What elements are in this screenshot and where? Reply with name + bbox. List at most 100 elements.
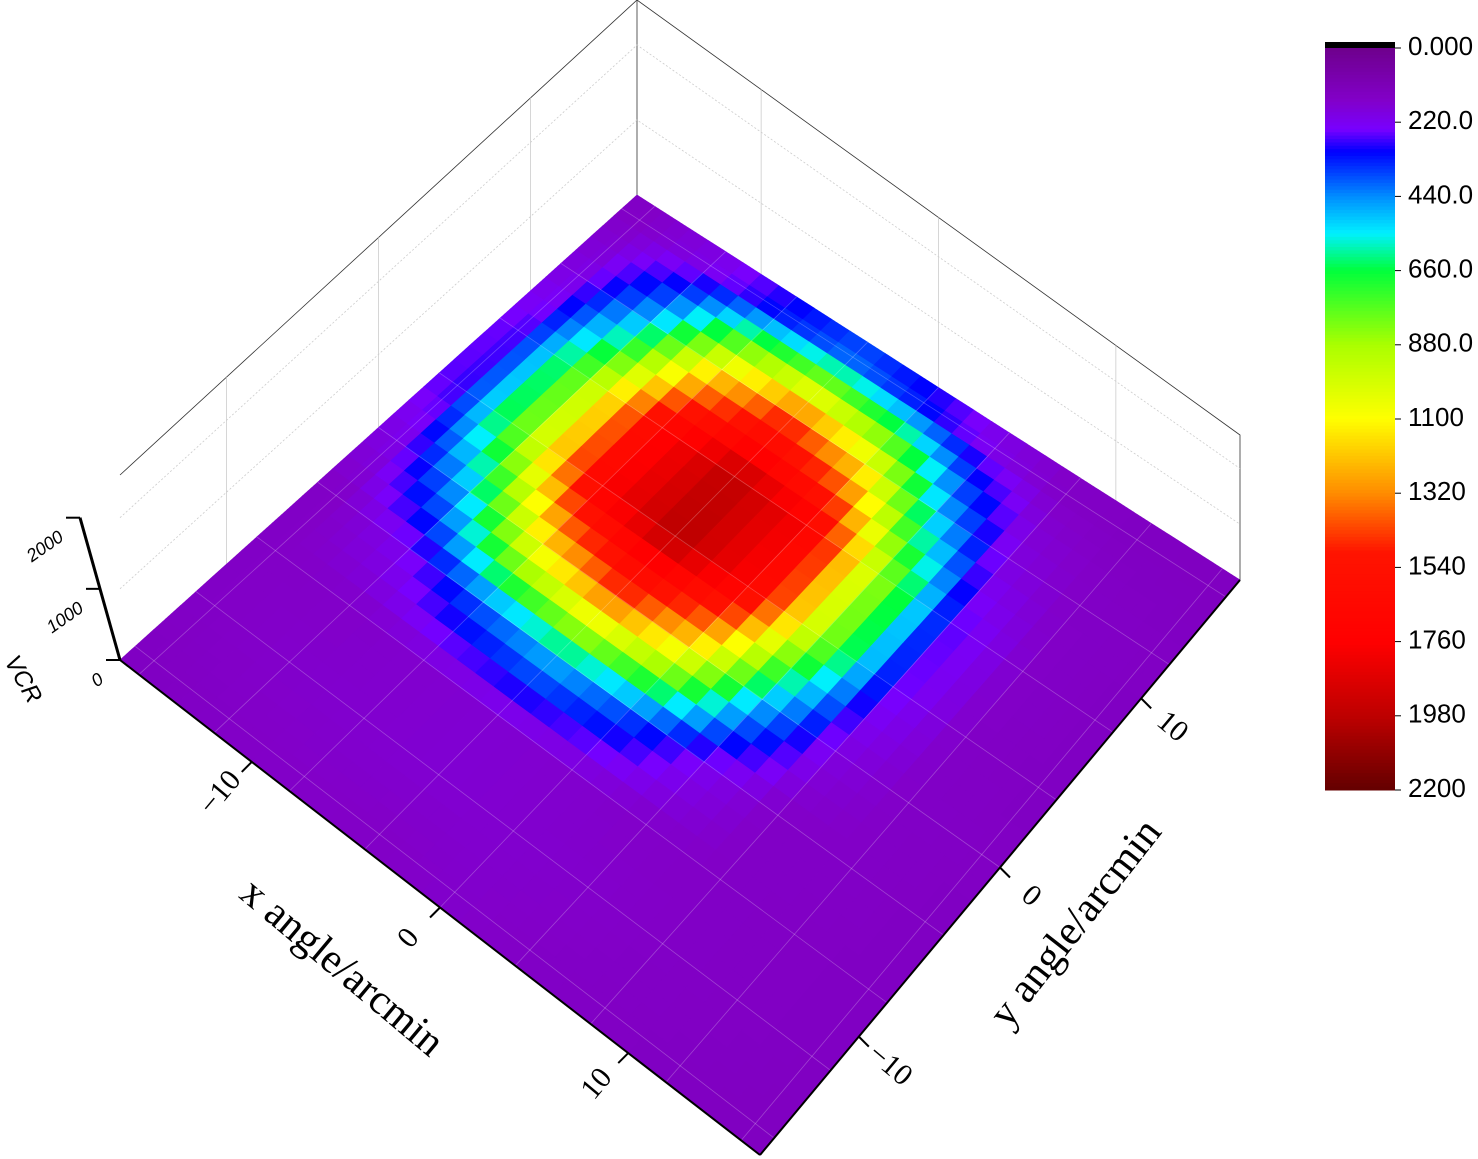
colorbar-swatch	[1325, 597, 1395, 602]
surface-cell	[119, 618, 223, 705]
colorbar-swatch	[1325, 483, 1395, 487]
surface-cell	[563, 651, 698, 767]
colorbar-swatch	[1325, 290, 1395, 295]
colorbar-swatch	[1325, 240, 1395, 245]
colorbar-swatch	[1325, 48, 1395, 52]
surface-cell	[943, 502, 1074, 615]
colorbar-swatch	[1325, 402, 1395, 407]
colorbar-swatch	[1325, 294, 1395, 299]
colorbar-swatch	[1325, 510, 1395, 514]
surface-cell	[176, 661, 298, 763]
colorbar-swatch	[1325, 381, 1395, 386]
colorbar-swatch	[1325, 199, 1395, 204]
colorbar-swatch	[1325, 685, 1395, 690]
colorbar-swatch	[1325, 51, 1395, 56]
colorbar-swatch	[1325, 91, 1395, 96]
colorbar-swatch	[1325, 543, 1395, 548]
colorbar-swatch	[1325, 520, 1395, 525]
y-tick-label: 0	[1015, 878, 1048, 913]
colorbar-swatch	[1325, 385, 1395, 390]
surface-cell	[221, 605, 358, 720]
surface-cell	[703, 1060, 803, 1156]
surface-cell	[504, 711, 639, 829]
colorbar-swatch	[1325, 641, 1395, 646]
colorbar-swatch	[1325, 651, 1395, 656]
colorbar-swatch	[1325, 712, 1395, 717]
colorbar-tick-label: 1760	[1408, 624, 1466, 654]
surface-cell	[802, 927, 916, 1038]
colorbar-swatch	[1325, 105, 1395, 110]
colorbar-swatch	[1325, 429, 1395, 433]
surface-cell	[401, 832, 522, 938]
colorbar-swatch	[1325, 671, 1395, 676]
colorbar-swatch	[1325, 115, 1395, 120]
colorbar-swatch	[1325, 516, 1395, 521]
z-axis-label: VCR	[0, 651, 47, 708]
surface-cell	[799, 409, 931, 519]
surface-cell	[627, 1003, 747, 1112]
colorbar-swatch	[1325, 334, 1395, 339]
mesh-line	[378, 427, 1001, 868]
surface-cell	[871, 456, 1002, 567]
colorbar-swatch	[1325, 149, 1395, 154]
colorbar-swatch	[1325, 462, 1395, 467]
surface-cell	[745, 994, 860, 1105]
colorbar-swatch	[1325, 341, 1395, 346]
colorbar-swatch	[1325, 452, 1395, 457]
x-tick-label: −10	[192, 764, 247, 821]
colorbar-swatch	[1325, 456, 1395, 460]
colorbar-swatch	[1325, 601, 1395, 605]
z-tick-label: 1000	[43, 598, 87, 637]
colorbar-swatch	[1325, 570, 1395, 575]
colorbar-swatch	[1325, 213, 1395, 218]
colorbar-swatch	[1325, 705, 1395, 710]
colorbar-tick-label: 2200	[1408, 773, 1466, 803]
surface-cell	[1072, 500, 1188, 597]
colorbar-swatch	[1325, 584, 1395, 589]
colorbar-swatch	[1325, 655, 1395, 659]
colorbar-top	[1325, 42, 1395, 48]
colorbar-swatch	[1325, 547, 1395, 552]
surface-cell	[1143, 545, 1241, 632]
colorbar-swatch	[1325, 152, 1395, 157]
colorbar-swatch	[1325, 54, 1395, 59]
colorbar-swatch	[1325, 466, 1395, 471]
colorbar-swatch	[1325, 682, 1395, 686]
y-tick	[1140, 697, 1152, 710]
colorbar-swatch	[1325, 388, 1395, 393]
colorbar-swatch	[1325, 564, 1395, 568]
colorbar-swatch	[1325, 604, 1395, 609]
colorbar-swatch	[1325, 277, 1395, 282]
colorbar-swatch	[1325, 321, 1395, 326]
colorbar-swatch	[1325, 698, 1395, 703]
colorbar-swatch	[1325, 233, 1395, 238]
colorbar-swatch	[1325, 95, 1395, 100]
colorbar-swatch	[1325, 580, 1395, 585]
colorbar-swatch	[1325, 722, 1395, 727]
colorbar-swatch	[1325, 209, 1395, 214]
colorbar-swatch	[1325, 398, 1395, 403]
y-tick	[999, 866, 1011, 879]
surface-cell	[165, 563, 283, 663]
colorbar-swatch	[1325, 611, 1395, 616]
surface-cell	[696, 642, 829, 758]
colorbar-swatch	[1325, 658, 1395, 663]
colorbar-swatch	[1325, 182, 1395, 187]
colorbar-swatch	[1325, 530, 1395, 535]
colorbar-swatch	[1325, 692, 1395, 697]
colorbar-swatch	[1325, 783, 1395, 788]
colorbar: 0.000 220.0 440.0 660.0 880.0 1100 1320 1540 176…	[1325, 31, 1473, 803]
colorbar-swatch	[1325, 550, 1395, 555]
colorbar-swatch	[1325, 614, 1395, 619]
colorbar-swatch	[1325, 523, 1395, 528]
colorbar-tick-label: 1540	[1408, 550, 1466, 580]
colorbar-tick-label: 660.0	[1408, 253, 1473, 283]
surface-cell	[490, 598, 624, 713]
colorbar-swatch	[1325, 267, 1395, 272]
surface-cell	[842, 743, 975, 863]
colorbar-swatch	[1325, 135, 1395, 140]
surface-cell	[957, 614, 1088, 730]
colorbar-swatch	[1325, 661, 1395, 666]
mesh-line	[515, 432, 1010, 966]
